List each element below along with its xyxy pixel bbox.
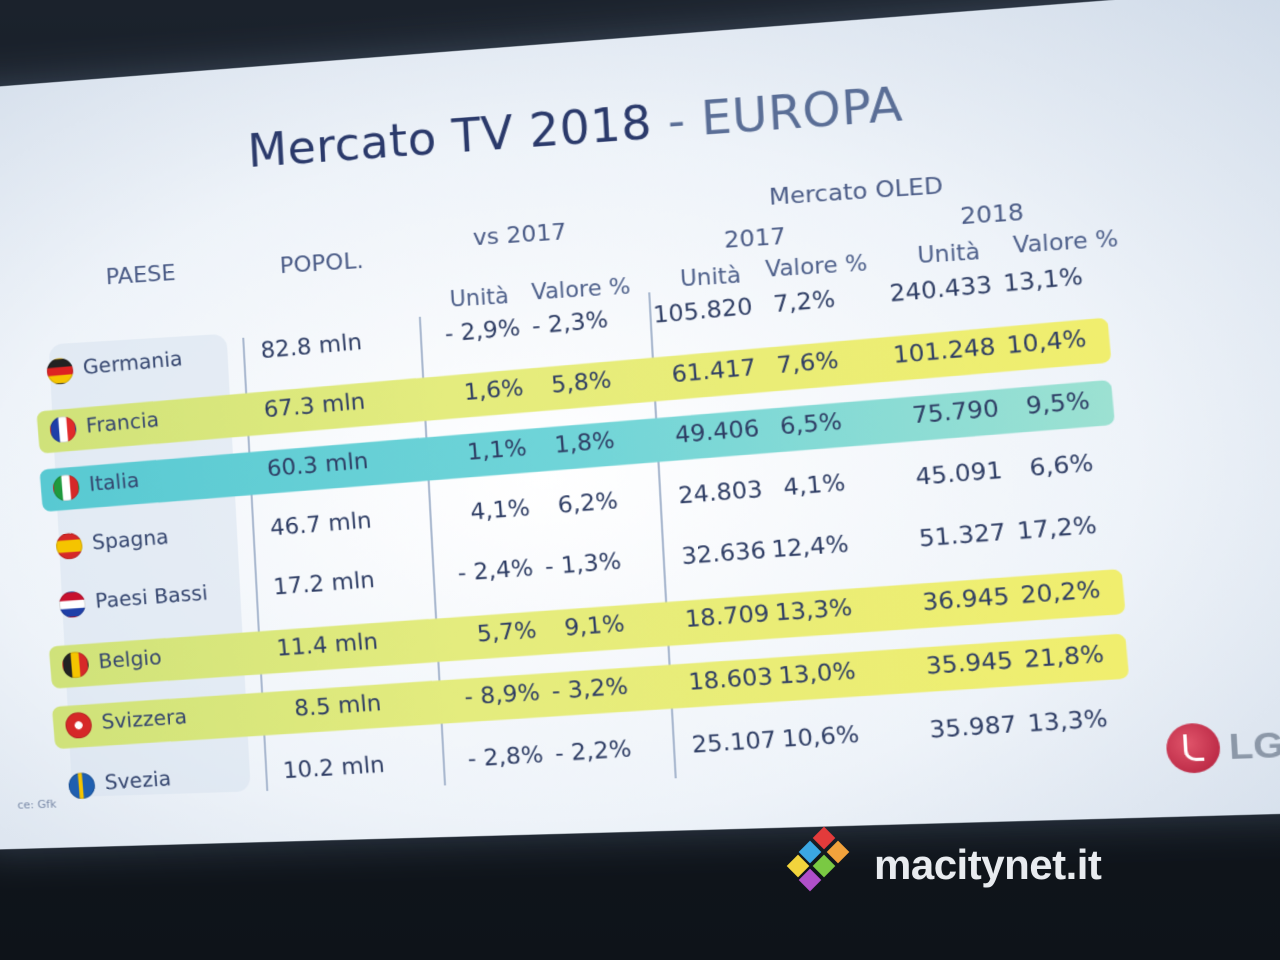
- oled-2017-unita-cell: 24.803: [642, 477, 764, 513]
- lg-logo: LG: [1165, 720, 1280, 774]
- header-year-2018: 2018: [960, 200, 1025, 231]
- source-note: ce: Gfk: [17, 797, 57, 811]
- oled-2017-unita-cell: 25.107: [655, 727, 777, 761]
- country-name: Paesi Bassi: [94, 580, 208, 613]
- header-2017-valore: Valore %: [765, 250, 868, 282]
- slide-title-main: Mercato TV 2018: [246, 97, 653, 179]
- header-2018-unita: Unità: [917, 239, 981, 268]
- vs2017-unita-cell: - 2,9%: [434, 315, 521, 348]
- spain-flag-icon: [55, 532, 83, 560]
- sweden-flag-icon: [68, 772, 96, 800]
- lg-logo-icon: [1165, 722, 1221, 773]
- country-name: Spagna: [91, 524, 169, 554]
- oled-2017-valore-cell: 7,2%: [746, 286, 836, 320]
- oled-2018-unita-cell: 35.987: [886, 712, 1018, 747]
- vs2017-unita-cell: - 2,8%: [457, 742, 544, 773]
- germany-flag-icon: [46, 357, 74, 385]
- projector-screen: Mercato TV 2018 - EUROPA PAESE POPOL. vs…: [0, 0, 1280, 850]
- oled-2017-valore-cell: 10,6%: [770, 722, 861, 754]
- vs2017-valore-cell: - 2,3%: [521, 307, 609, 341]
- header-2017-unita: Unità: [679, 263, 741, 292]
- macitynet-logo-icon: [790, 830, 860, 900]
- netherlands-flag-icon: [58, 590, 86, 618]
- watermark-text: macitynet.it: [874, 841, 1101, 889]
- header-mercato-oled: Mercato OLED: [768, 173, 943, 211]
- header-paese: PAESE: [105, 261, 176, 291]
- vs2017-unita-cell: 4,1%: [444, 495, 531, 527]
- country-name: Italia: [88, 468, 140, 496]
- oled-2017-valore-cell: 12,4%: [759, 531, 850, 564]
- vs2017-valore-cell: 6,2%: [531, 488, 619, 521]
- country-name: Svezia: [104, 766, 172, 794]
- population-cell: 17.2 mln: [259, 567, 375, 601]
- oled-2018-unita-cell: 45.091: [872, 458, 1003, 495]
- country-name: Germania: [82, 346, 183, 379]
- watermark: macitynet.it: [790, 830, 1101, 900]
- header-vs2017: vs 2017: [472, 219, 567, 251]
- vs2017-unita-cell: - 2,4%: [447, 555, 534, 587]
- slide-title: Mercato TV 2018 - EUROPA: [246, 78, 904, 178]
- oled-2018-valore-cell: 13,1%: [991, 264, 1084, 299]
- header-popol: POPOL.: [279, 248, 364, 279]
- country-name: Belgio: [97, 645, 162, 674]
- population-cell: 82.8 mln: [247, 330, 363, 366]
- lg-logo-text: LG: [1228, 724, 1280, 768]
- oled-2018-unita-cell: 240.433: [862, 272, 993, 310]
- oled-2018-valore-cell: 17,2%: [1005, 513, 1098, 547]
- oled-2018-unita-cell: 51.327: [875, 520, 1006, 556]
- slide-title-sub: EUROPA: [700, 78, 904, 146]
- vs2017-valore-cell: - 1,3%: [534, 549, 622, 581]
- population-cell: 46.7 mln: [256, 508, 372, 543]
- header-2018-valore: Valore %: [1012, 226, 1119, 258]
- header-year-2017: 2017: [723, 224, 786, 254]
- oled-2017-valore-cell: 4,1%: [756, 470, 847, 503]
- population-cell: 10.2 mln: [269, 752, 386, 785]
- oled-2018-valore-cell: 13,3%: [1015, 706, 1109, 739]
- vs2017-valore-cell: - 2,2%: [544, 736, 632, 767]
- oled-2017-unita-cell: 105.820: [632, 294, 754, 331]
- slide-title-separator: -: [650, 93, 702, 150]
- oled-2017-unita-cell: 32.636: [645, 538, 767, 573]
- oled-2018-valore-cell: 6,6%: [1001, 450, 1094, 484]
- header-vs-unita: Unità: [449, 283, 509, 311]
